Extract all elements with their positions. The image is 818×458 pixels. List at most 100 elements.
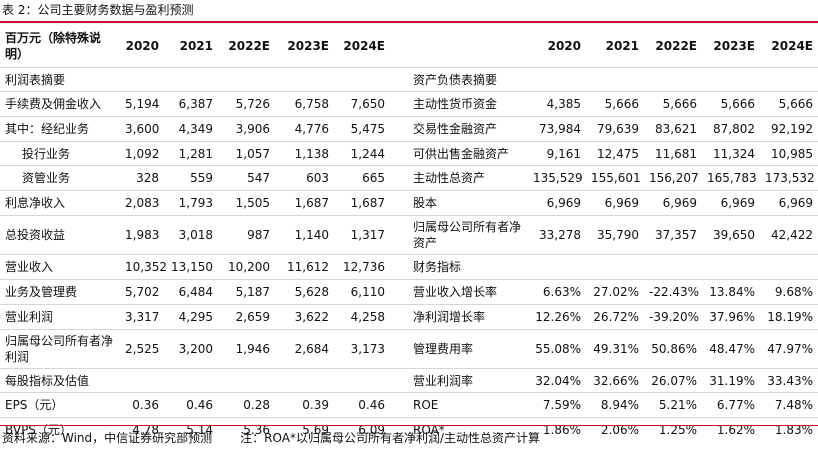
left-value-cell: 0.39 [275, 392, 334, 418]
left-value-cell: 1,687 [275, 190, 334, 216]
right-value-cell: 32.04% [528, 368, 586, 393]
right-value-cell: 5,666 [760, 91, 818, 117]
left-value-cell: 1,687 [334, 190, 390, 216]
column-gap [390, 368, 408, 393]
right-value-cell: 48.47% [702, 329, 760, 369]
left-value-cell: 5.14 [164, 417, 218, 442]
left-value-cell: 3,018 [164, 215, 218, 255]
left-value-cell: 1,281 [164, 141, 218, 166]
left-value-cell: 547 [218, 165, 275, 191]
table-row: 营业收入 10,352 13,150 10,200 11,612 12,736 财务指标 [0, 254, 818, 280]
table-row: 其中：经纪业务 3,600 4,349 3,906 4,776 5,475 交易性金融资产 7… [0, 116, 818, 142]
left-value-cell: 3,600 [120, 116, 164, 142]
left-value-cell [218, 67, 275, 92]
table-row: EPS（元） 0.36 0.46 0.28 0.39 0.46 ROE 7.59% 8.94% 5… [0, 392, 818, 418]
right-value-cell: 35,790 [586, 215, 644, 255]
left-row-label: 其中：经纪业务 [0, 116, 120, 142]
left-row-label: 业务及管理费 [0, 279, 120, 305]
year-header: 2022E [655, 39, 697, 53]
right-row-label: 归属母公司所有者净资产 [408, 215, 528, 255]
right-value-cell: 6,969 [528, 190, 586, 216]
bottom-rule [0, 425, 818, 426]
right-value-cell: 5,666 [586, 91, 644, 117]
year-header: 2024E [771, 39, 813, 53]
right-value-cell: 5,666 [702, 91, 760, 117]
left-value-cell [218, 368, 275, 393]
right-row-label: 可供出售金融资产 [408, 141, 528, 166]
right-value-cell: 33,278 [528, 215, 586, 255]
left-row-label: 利润表摘要 [0, 67, 120, 92]
right-value-cell: 6.63% [528, 279, 586, 305]
left-value-cell: 2,525 [120, 329, 164, 369]
left-value-cell: 3,317 [120, 304, 164, 330]
right-value-cell: 49.31% [586, 329, 644, 369]
source-line: 资料来源：Wind，中信证券研究部预测 注：ROA*以归属母公司所有者净利润/主动… [2, 431, 568, 445]
left-value-cell: 2,083 [120, 190, 164, 216]
left-value-cell [334, 67, 390, 92]
right-value-cell: 2.06% [586, 417, 644, 442]
right-value-cell: 155,601 [586, 165, 644, 191]
table-row: 手续费及佣金收入 5,194 6,387 5,726 6,758 7,650 主动性货币资金… [0, 91, 818, 117]
right-value-cell: 165,783 [702, 165, 760, 191]
column-gap [390, 91, 408, 117]
right-row-label: ROA* [408, 417, 528, 442]
column-gap [390, 254, 408, 280]
right-value-cell: 7.48% [760, 392, 818, 418]
left-row-label: 每股指标及估值 [0, 368, 120, 393]
right-value-cell: 135,529 [528, 165, 586, 191]
left-value-cell: 603 [275, 165, 334, 191]
source-text: 资料来源：Wind，中信证券研究部预测 [2, 431, 213, 445]
right-value-cell: 1.83% [760, 417, 818, 442]
year-header: 2021 [179, 39, 213, 53]
left-value-cell: 6,110 [334, 279, 390, 305]
table-row: 每股指标及估值 营业利润率 32.04% 32.66% 26.07% 31.19% 33.4… [0, 368, 818, 393]
right-row-label: 财务指标 [408, 254, 528, 280]
left-value-cell: 10,352 [120, 254, 167, 280]
left-value-cell [164, 67, 218, 92]
left-value-cell: 0.46 [164, 392, 218, 418]
column-gap [390, 25, 408, 68]
left-value-cell: 1,244 [334, 141, 390, 166]
column-gap [390, 304, 408, 330]
column-gap [390, 67, 408, 92]
year-header: 2023E [287, 39, 329, 53]
table-row: 资管业务 328 559 547 603 665 主动性总资产 135,529 155,601 1… [0, 165, 818, 191]
left-row-label: BVPS（元） [0, 417, 120, 442]
left-value-cell: 0.46 [334, 392, 390, 418]
left-value-cell: 12,736 [334, 254, 390, 280]
column-gap [390, 279, 408, 305]
right-value-cell: 6,969 [702, 190, 760, 216]
left-value-cell: 1,140 [275, 215, 334, 255]
left-value-cell: 665 [334, 165, 390, 191]
right-value-cell [528, 254, 586, 280]
right-value-cell: 12.26% [528, 304, 586, 330]
right-value-cell: 5,666 [644, 91, 702, 117]
left-value-cell: 3,200 [164, 329, 218, 369]
right-row-label: 营业利润率 [408, 368, 528, 393]
right-value-cell [702, 254, 760, 280]
right-value-cell [702, 67, 760, 92]
right-value-cell: 18.19% [760, 304, 818, 330]
left-value-cell: 1,793 [164, 190, 218, 216]
table-row: 利润表摘要 资产负债表摘要 [0, 67, 818, 92]
right-value-cell: 7.59% [528, 392, 586, 418]
right-value-cell: 8.94% [586, 392, 644, 418]
left-value-cell [120, 368, 164, 393]
right-value-cell: 50.86% [644, 329, 702, 369]
header-row: 百万元（除特殊说明） 2020 2021 2022E 2023E 2024E 2… [0, 25, 818, 68]
left-value-cell: 4,258 [334, 304, 390, 330]
right-header-blank [408, 25, 528, 68]
left-value-cell: 1,983 [120, 215, 164, 255]
right-value-cell: 32.66% [586, 368, 644, 393]
column-gap [390, 190, 408, 216]
right-value-cell: 11,324 [702, 141, 760, 166]
right-value-cell: 79,639 [586, 116, 644, 142]
left-row-label: 投行业务 [0, 141, 120, 166]
left-value-cell: 1,092 [120, 141, 164, 166]
left-row-label: 营业利润 [0, 304, 120, 330]
table-row: 利息净收入 2,083 1,793 1,505 1,687 1,687 股本 6,969 6,9… [0, 190, 818, 216]
left-row-label: 资管业务 [0, 165, 120, 191]
year-header: 2020 [125, 39, 159, 53]
right-value-cell: 6.77% [702, 392, 760, 418]
right-value-cell: 1.25% [644, 417, 702, 442]
